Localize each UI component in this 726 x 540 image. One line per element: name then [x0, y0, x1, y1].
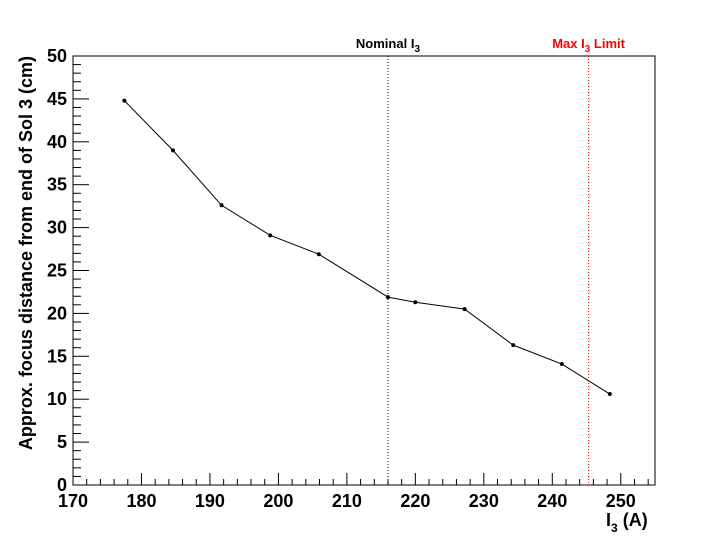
plot-frame — [72, 55, 656, 486]
annotation-layer: Nominal I3 Max I3 Limit — [356, 36, 626, 485]
data-point — [122, 98, 127, 103]
y-tick-label: 15 — [47, 346, 67, 366]
x-tick-label: 180 — [126, 491, 156, 511]
x-axis: 170 180 190 200 210 220 230 240 250 — [58, 473, 649, 511]
y-tick-label: 50 — [47, 46, 67, 66]
data-point — [559, 362, 564, 367]
x-tick-label: 190 — [195, 491, 225, 511]
x-tick-label: 210 — [332, 491, 362, 511]
series-layer — [122, 98, 612, 397]
annotation-label: Max I3 Limit — [552, 36, 625, 55]
data-point — [170, 148, 175, 153]
data-point — [316, 252, 321, 257]
y-axis-title: Approx. focus distance from end of Sol 3… — [16, 56, 36, 450]
x-axis-title-sub: 3 — [611, 521, 618, 535]
series-line — [123, 100, 611, 395]
y-axis: 0 5 10 15 20 25 30 35 40 45 50 — [47, 46, 89, 495]
x-tick-label: 230 — [469, 491, 499, 511]
y-tick-label: 20 — [47, 303, 67, 323]
y-tick-label: 5 — [57, 432, 67, 452]
x-axis-title: I3 (A) — [606, 510, 648, 535]
data-point — [607, 392, 612, 397]
y-tick-label: 40 — [47, 132, 67, 152]
data-point — [511, 343, 516, 348]
y-tick-label: 45 — [47, 89, 67, 109]
x-tick-label: 250 — [606, 491, 636, 511]
x-tick-label: 170 — [58, 491, 88, 511]
data-point — [385, 295, 390, 300]
x-tick-label: 220 — [400, 491, 430, 511]
y-tick-label: 0 — [57, 475, 67, 495]
y-tick-label: 35 — [47, 175, 67, 195]
x-tick-label: 200 — [263, 491, 293, 511]
annotation-label: Nominal I3 — [356, 36, 421, 55]
data-point — [413, 300, 418, 305]
x-tick-label: 240 — [537, 491, 567, 511]
x-axis-title-main: I — [606, 510, 611, 530]
y-tick-label: 10 — [47, 389, 67, 409]
y-tick-label: 30 — [47, 218, 67, 238]
data-point — [219, 203, 224, 208]
data-point — [462, 307, 467, 312]
data-point — [268, 233, 273, 238]
x-axis-title-rest: (A) — [618, 510, 648, 530]
y-tick-label: 25 — [47, 261, 67, 281]
